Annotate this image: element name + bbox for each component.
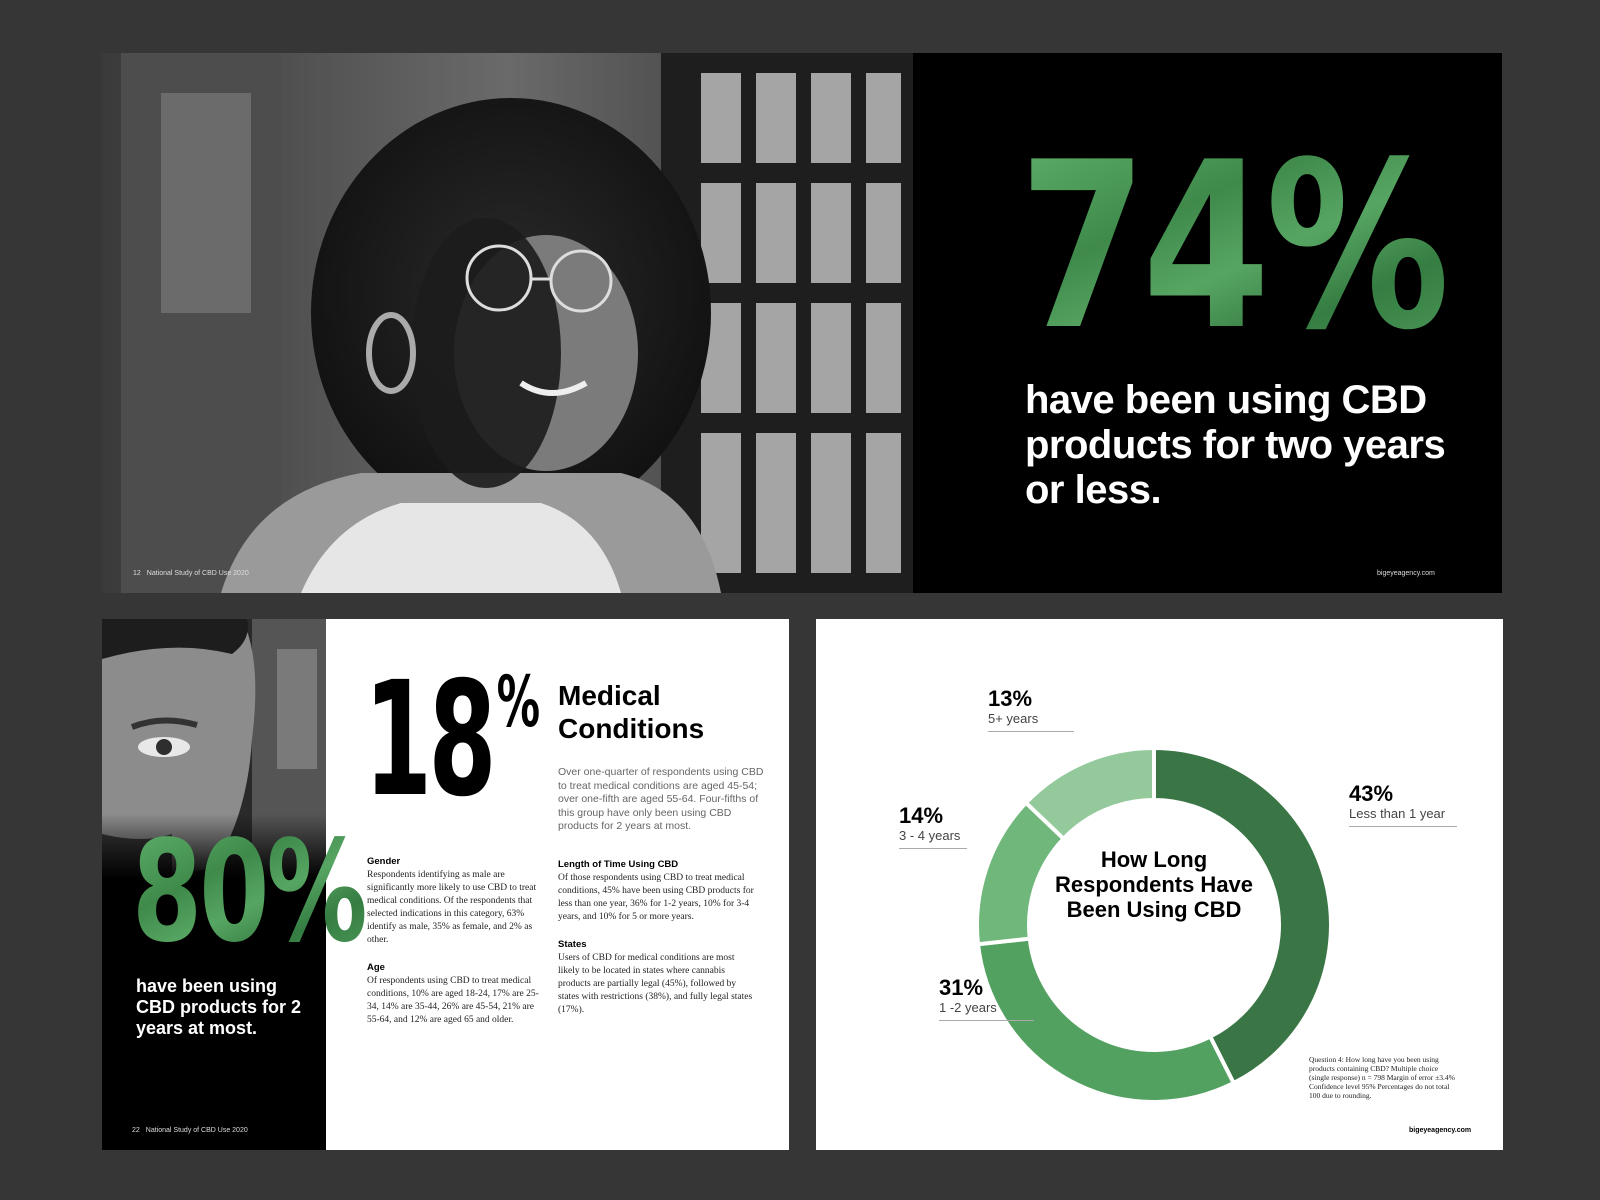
stat-80-caption: have been using CBD products for 2 years… [136, 976, 302, 1038]
callout-3-4-years: 14% 3 - 4 years [899, 804, 967, 849]
publication-title: National Study of CBD Use 2020 [146, 570, 249, 577]
callout-rule [1349, 826, 1457, 827]
medical-intro-text: Over one-quarter of respondents using CB… [558, 766, 764, 832]
photo-woman-glasses [101, 53, 913, 593]
publication-title: National Study of CBD Use 2020 [145, 1127, 248, 1134]
footer-page-info: 22 National Study of CBD Use 2020 [132, 1127, 248, 1134]
callout-value: 14% [899, 803, 944, 828]
stat-74-caption: have been using CBD products for two yea… [1025, 378, 1446, 512]
gender-body: Respondents identifying as male are sign… [367, 870, 537, 945]
gender-heading: Gender [367, 856, 401, 867]
age-heading: Age [367, 962, 385, 973]
states-body: Users of CBD for medical conditions are … [558, 953, 753, 1015]
states-heading: States [558, 939, 587, 950]
donut-slice-5-years [1023, 745, 1156, 842]
callout-value: 31% [939, 975, 984, 1000]
photo-man-face [102, 619, 326, 879]
medical-conditions-title: Medical Conditions [558, 680, 705, 744]
slide-stat-74: 74% have been using CBD products for two… [101, 53, 1502, 593]
length-body: Of those respondents using CBD to treat … [558, 873, 754, 922]
age-body: Of respondents using CBD to treat medica… [367, 976, 539, 1025]
chart-title: How Long Respondents Have Been Using CBD [1054, 847, 1254, 922]
survey-footnote: Question 4: How long have you been using… [1309, 1055, 1455, 1100]
callout-5-plus-years: 13% 5+ years [988, 687, 1074, 732]
callout-rule [939, 1020, 1034, 1021]
page-number: 12 [133, 570, 141, 577]
stat-80-percent: 80% [132, 811, 368, 974]
callout-label: 1 -2 years [939, 1000, 997, 1015]
stat-18-percent: 18% [364, 661, 540, 819]
stat-74-percent: 74% [1019, 114, 1450, 381]
callout-rule [899, 848, 967, 849]
donut-slice-less-than-1-year [1152, 745, 1333, 1086]
length-heading: Length of Time Using CBD [558, 859, 679, 870]
callout-rule [988, 731, 1074, 732]
callout-value: 13% [988, 686, 1033, 711]
callout-label: 5+ years [988, 711, 1039, 726]
callout-1-2-years: 31% 1 -2 years [939, 976, 1034, 1021]
footer-site: bigeyeagency.com [1377, 570, 1435, 577]
dark-side-panel: 80% have been using CBD products for 2 y… [102, 619, 368, 1150]
stat-18-percent-sign: % [496, 661, 540, 743]
callout-less-than-1-year: 43% Less than 1 year [1349, 782, 1457, 827]
slide-donut-chart: 43% Less than 1 year 31% 1 -2 years 14% … [816, 619, 1503, 1150]
callout-value: 43% [1349, 781, 1394, 806]
donut-chart [975, 745, 1333, 1104]
page-number: 22 [132, 1127, 140, 1134]
callout-label: 3 - 4 years [899, 828, 961, 843]
footer-page-info: 12 National Study of CBD Use 2020 [133, 570, 249, 577]
footer-site: bigeyeagency.com [1409, 1127, 1472, 1134]
stat-18-number: 18 [364, 648, 497, 832]
slide-medical-conditions: 80% have been using CBD products for 2 y… [102, 619, 789, 1150]
callout-label: Less than 1 year [1349, 806, 1446, 821]
donut-slice-1-2-years [975, 936, 1237, 1104]
